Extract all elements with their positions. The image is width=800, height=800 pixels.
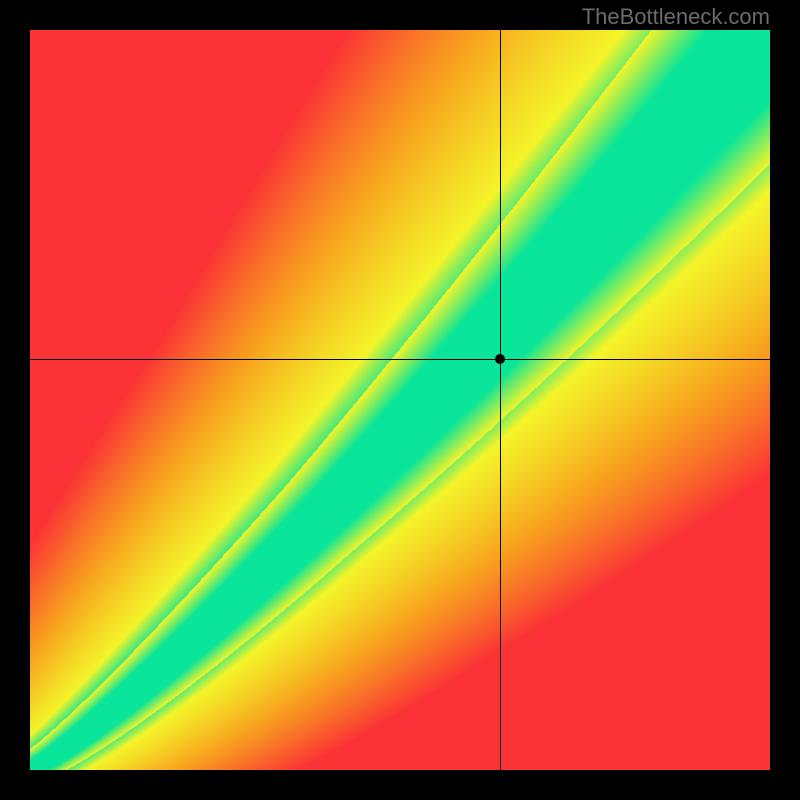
crosshair-vertical (500, 30, 501, 770)
crosshair-horizontal (30, 359, 770, 360)
watermark-text: TheBottleneck.com (582, 4, 770, 30)
plot-area (30, 30, 770, 770)
crosshair-marker (495, 354, 505, 364)
heatmap-canvas (30, 30, 770, 770)
